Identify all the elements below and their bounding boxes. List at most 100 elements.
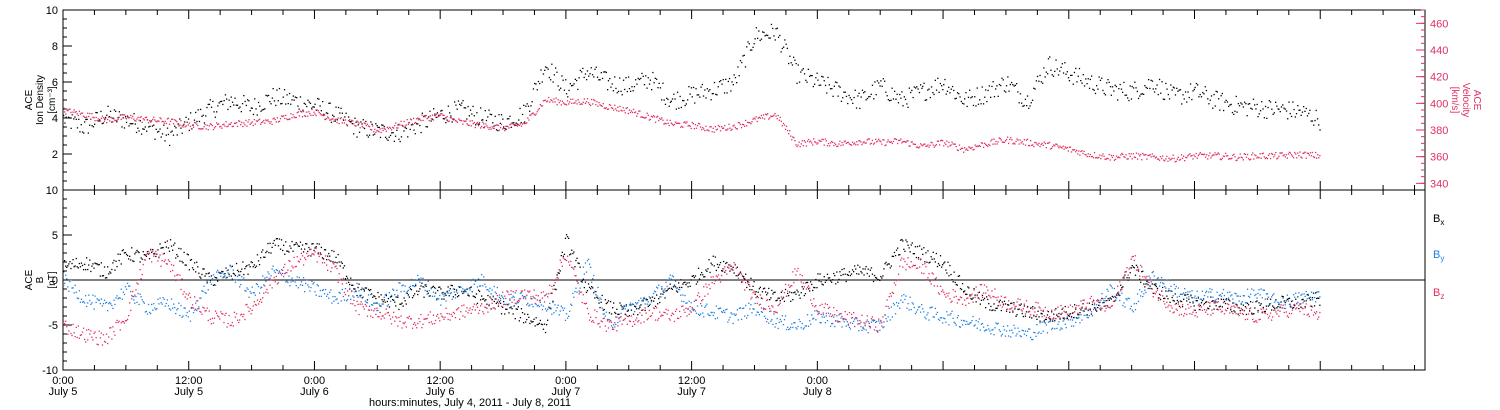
- bz-point: [172, 269, 174, 272]
- bx-point: [857, 264, 859, 266]
- density-point: [374, 133, 376, 135]
- bz-point: [178, 279, 180, 281]
- by-point: [1239, 295, 1241, 297]
- bx-point: [1097, 306, 1099, 309]
- density-point: [1130, 98, 1133, 100]
- density-point: [889, 100, 891, 102]
- by-point: [1275, 300, 1277, 302]
- velocity-point: [329, 119, 331, 121]
- velocity-point: [186, 121, 188, 123]
- velocity-point: [771, 115, 773, 118]
- by-point: [1140, 295, 1142, 297]
- velocity-point: [360, 121, 362, 123]
- bx-point: [1274, 307, 1276, 310]
- by-point: [906, 307, 908, 309]
- bx-point: [1109, 297, 1111, 299]
- density-point: [970, 97, 972, 99]
- bz-point: [166, 263, 168, 265]
- density-point: [816, 72, 818, 74]
- density-point: [378, 126, 380, 128]
- velocity-point: [838, 143, 840, 145]
- by-point: [1003, 329, 1006, 331]
- velocity-point: [455, 120, 458, 122]
- velocity-point: [1176, 158, 1178, 160]
- velocity-point: [1244, 153, 1247, 155]
- by-point: [227, 272, 229, 274]
- density-point: [845, 95, 848, 98]
- density-point: [475, 124, 477, 126]
- by-point: [460, 286, 462, 288]
- velocity-point: [885, 144, 887, 146]
- by-point: [861, 329, 863, 331]
- velocity-point: [708, 130, 710, 132]
- bx-point: [1127, 279, 1129, 281]
- velocity-point: [955, 145, 957, 148]
- bx-point: [304, 248, 306, 250]
- bx-point: [975, 301, 977, 303]
- density-point: [87, 132, 89, 134]
- density-point: [353, 133, 355, 135]
- velocity-point: [815, 141, 817, 144]
- velocity-point: [558, 102, 560, 104]
- by-point: [99, 302, 101, 305]
- bx-point: [552, 300, 554, 302]
- by-point: [790, 326, 792, 328]
- by-point: [809, 320, 811, 322]
- bx-point: [897, 247, 899, 249]
- by-point: [738, 307, 741, 309]
- velocity-point: [795, 144, 797, 146]
- velocity-point: [131, 117, 133, 119]
- by-point: [948, 324, 950, 326]
- density-point: [967, 96, 970, 98]
- velocity-point: [210, 123, 212, 126]
- velocity-point: [990, 140, 992, 142]
- by-point: [126, 282, 129, 284]
- by-point: [972, 315, 974, 318]
- velocity-point: [1161, 157, 1163, 160]
- bx-point: [1111, 295, 1113, 298]
- velocity-point: [1087, 153, 1089, 155]
- by-point: [207, 289, 209, 291]
- by-point: [594, 290, 596, 292]
- bx-point: [1159, 298, 1162, 301]
- density-point: [1089, 78, 1091, 81]
- by-point: [574, 291, 576, 293]
- velocity-point: [598, 102, 600, 104]
- velocity-point: [1013, 142, 1015, 144]
- bz-point: [223, 321, 225, 324]
- density-point: [917, 88, 919, 90]
- density-point: [793, 56, 795, 58]
- bx-point: [107, 266, 109, 268]
- by-point: [658, 284, 660, 286]
- density-point: [689, 93, 691, 95]
- velocity-point: [607, 108, 610, 110]
- density-point: [1192, 90, 1194, 92]
- density-point: [773, 35, 775, 37]
- bx-point: [437, 289, 439, 292]
- by-point: [706, 303, 708, 305]
- bx-point: [312, 243, 314, 245]
- velocity-point: [197, 124, 199, 127]
- by-point: [1121, 292, 1123, 294]
- velocity-point: [118, 116, 120, 119]
- by-point: [525, 296, 527, 298]
- bx-point: [1216, 308, 1218, 310]
- bx-point: [361, 297, 363, 299]
- density-point: [985, 89, 987, 91]
- bx-point: [411, 297, 414, 299]
- density-point: [950, 88, 952, 90]
- velocity-point: [941, 139, 943, 141]
- velocity-point: [1225, 155, 1228, 157]
- bx-point: [448, 295, 450, 297]
- bx-point: [88, 264, 90, 266]
- velocity-point: [163, 122, 165, 124]
- density-point: [955, 97, 957, 99]
- density-point: [998, 83, 1001, 86]
- velocity-point: [1318, 157, 1320, 159]
- velocity-point: [1313, 156, 1316, 159]
- bx-point: [296, 243, 298, 245]
- bx-point: [618, 313, 620, 315]
- bz-point: [207, 319, 209, 322]
- density-point: [1177, 90, 1179, 92]
- velocity-point: [274, 118, 276, 121]
